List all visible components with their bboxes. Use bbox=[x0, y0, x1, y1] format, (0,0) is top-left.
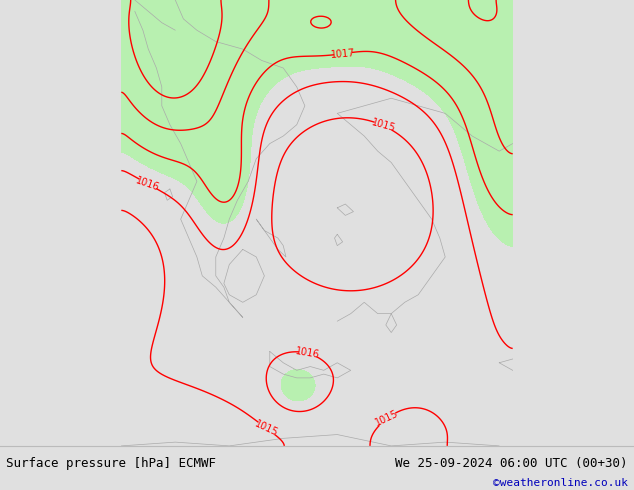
Text: We 25-09-2024 06:00 UTC (00+30): We 25-09-2024 06:00 UTC (00+30) bbox=[395, 457, 628, 469]
Text: 1015: 1015 bbox=[374, 409, 401, 428]
Text: 1015: 1015 bbox=[370, 118, 396, 134]
Text: ©weatheronline.co.uk: ©weatheronline.co.uk bbox=[493, 478, 628, 488]
Text: 1016: 1016 bbox=[134, 175, 161, 193]
Text: Surface pressure [hPa] ECMWF: Surface pressure [hPa] ECMWF bbox=[6, 457, 216, 469]
Text: 1017: 1017 bbox=[330, 48, 356, 60]
Text: 1015: 1015 bbox=[253, 418, 280, 438]
Text: 1016: 1016 bbox=[295, 346, 321, 361]
